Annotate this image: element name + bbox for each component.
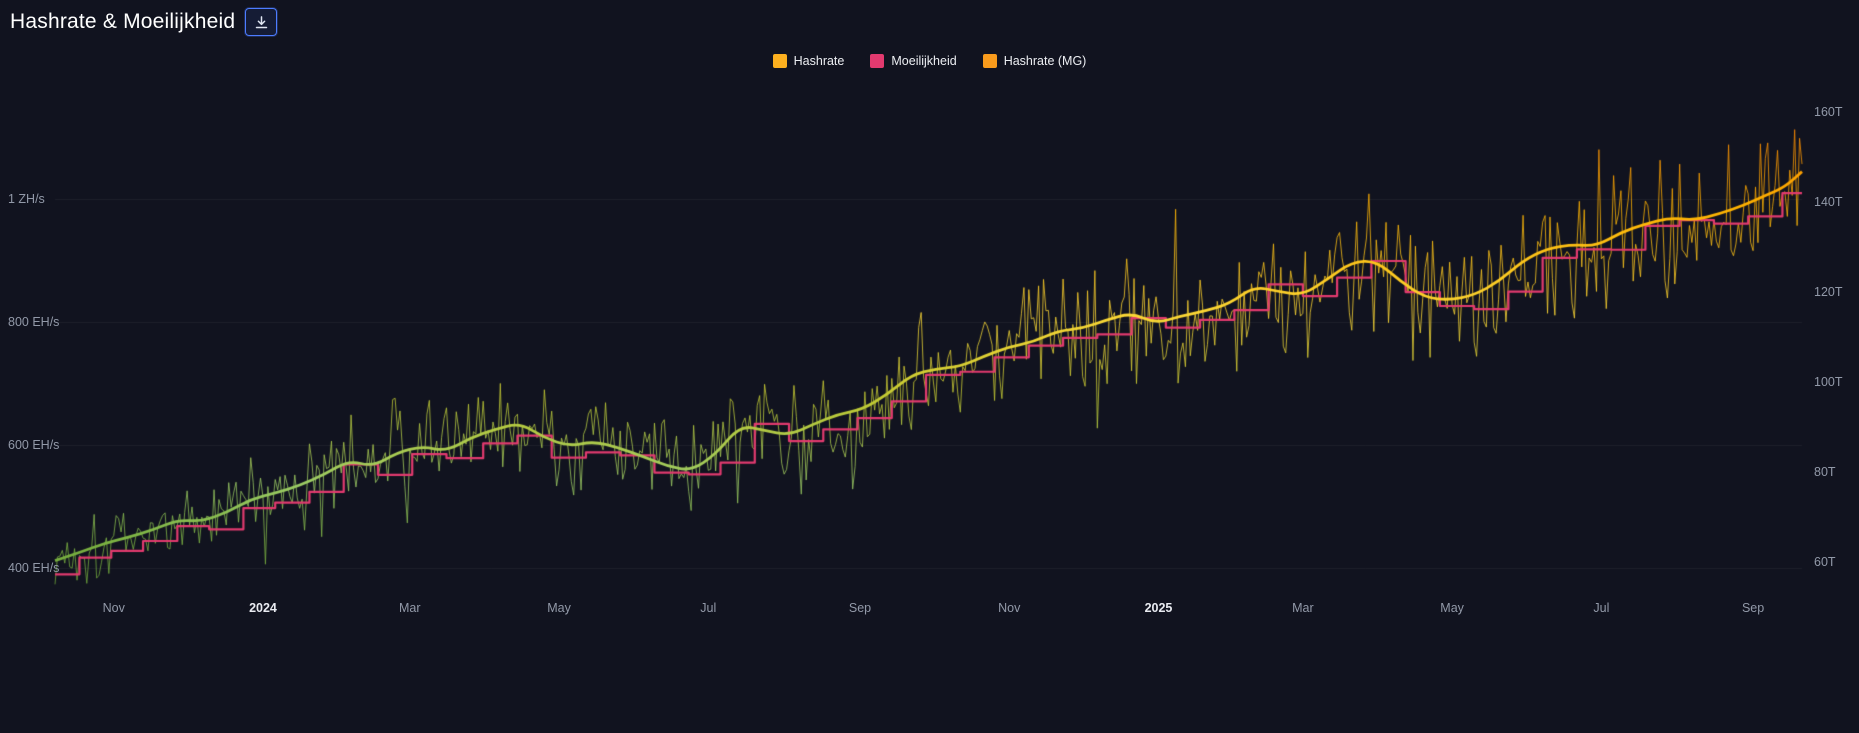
legend: Hashrate Moeilijkheid Hashrate (MG) [0, 54, 1859, 68]
y-axis-label-left: 400 EH/s [8, 560, 60, 575]
y-axis-label-right: 60T [1814, 555, 1836, 570]
x-axis-label: 2024 [249, 601, 277, 615]
y-axis-label-right: 100T [1814, 375, 1843, 390]
x-axis-label: Mar [399, 601, 421, 615]
legend-swatch [772, 54, 787, 68]
y-axis-label-left: 600 EH/s [8, 438, 60, 453]
x-axis-label: Sep [848, 601, 872, 615]
legend-swatch [870, 54, 885, 68]
x-axis-label: Jul [700, 601, 717, 615]
header: Hashrate & Moeilijkheid [10, 8, 278, 36]
x-axis-label: Sep [1741, 601, 1765, 615]
page-title: Hashrate & Moeilijkheid [10, 10, 236, 33]
legend-label: Moeilijkheid [891, 54, 957, 68]
legend-swatch [982, 54, 997, 68]
x-axis-label: Mar [1292, 601, 1314, 615]
legend-item-hashrate[interactable]: Hashrate [772, 54, 845, 68]
x-axis-label: May [1440, 601, 1464, 615]
download-button[interactable] [245, 8, 278, 36]
y-axis-label-right: 160T [1814, 105, 1843, 119]
x-axis-label: Jul [1593, 601, 1610, 615]
x-axis-label: May [547, 601, 571, 615]
legend-label: Hashrate [793, 54, 845, 68]
legend-item-hashrate-mg[interactable]: Hashrate (MG) [982, 54, 1087, 68]
y-axis-label-right: 80T [1814, 465, 1836, 480]
x-axis-label: Nov [998, 601, 1021, 615]
x-axis-label: 2025 [1144, 601, 1173, 615]
legend-item-moeilijkheid[interactable]: Moeilijkheid [870, 54, 957, 68]
x-axis-label: Nov [102, 601, 125, 615]
y-axis-label-right: 140T [1814, 195, 1843, 210]
download-icon [255, 15, 267, 28]
legend-label: Hashrate (MG) [1003, 54, 1087, 68]
y-axis-label-left: 1 ZH/s [8, 192, 45, 207]
y-axis-label-left: 800 EH/s [8, 315, 60, 330]
y-axis-label-right: 120T [1814, 285, 1843, 300]
